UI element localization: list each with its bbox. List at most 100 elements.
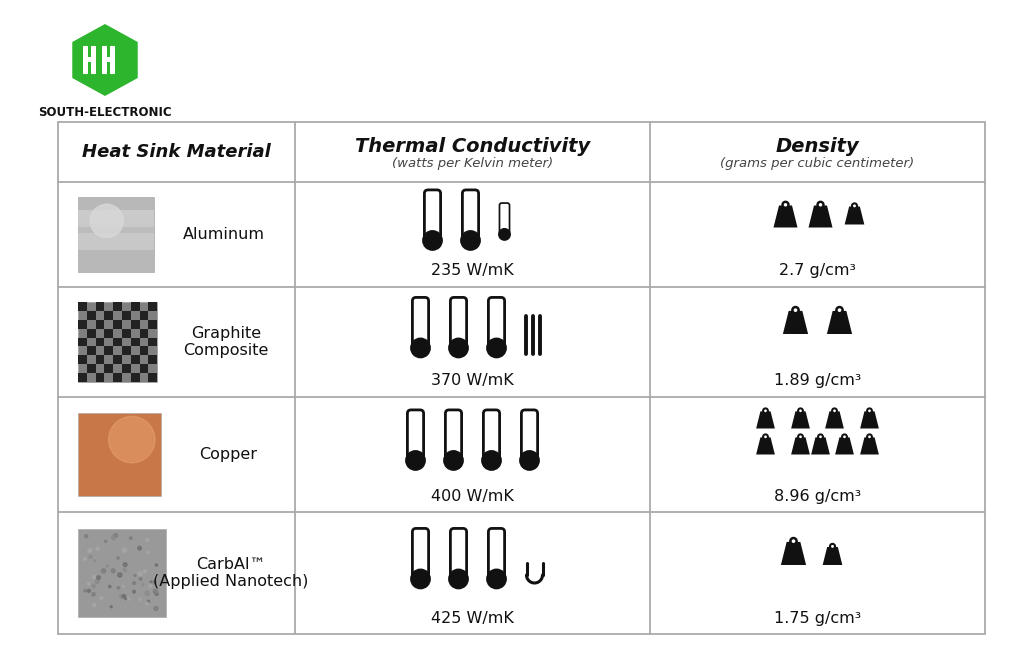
Circle shape: [763, 408, 768, 413]
Circle shape: [151, 581, 152, 582]
Circle shape: [94, 560, 95, 561]
Circle shape: [798, 408, 803, 413]
Polygon shape: [756, 437, 775, 454]
Bar: [487, 453, 496, 460]
Circle shape: [831, 545, 834, 548]
Bar: [87, 311, 95, 320]
Bar: [139, 346, 148, 355]
Bar: [502, 230, 507, 235]
FancyBboxPatch shape: [500, 203, 510, 233]
Text: (grams per cubic centimeter): (grams per cubic centimeter): [721, 158, 914, 171]
Polygon shape: [822, 547, 843, 565]
Circle shape: [111, 606, 113, 608]
Text: 235 W/mK: 235 W/mK: [431, 263, 514, 278]
Circle shape: [146, 602, 148, 604]
Text: 1.75 g/cm³: 1.75 g/cm³: [774, 610, 861, 625]
Bar: [58, 122, 985, 634]
Bar: [102, 46, 106, 74]
FancyBboxPatch shape: [413, 297, 429, 347]
Circle shape: [155, 576, 157, 578]
Circle shape: [123, 563, 127, 567]
Circle shape: [482, 451, 501, 469]
Circle shape: [92, 575, 96, 579]
Circle shape: [85, 535, 88, 538]
Bar: [78, 413, 161, 496]
Circle shape: [139, 598, 141, 600]
Bar: [148, 373, 158, 381]
Bar: [78, 211, 154, 227]
Bar: [148, 320, 158, 329]
Circle shape: [153, 580, 157, 584]
Circle shape: [794, 308, 798, 312]
Circle shape: [87, 589, 90, 593]
Circle shape: [109, 585, 111, 588]
FancyBboxPatch shape: [451, 297, 467, 347]
Bar: [466, 233, 475, 241]
Circle shape: [117, 557, 119, 559]
Circle shape: [450, 339, 468, 357]
Circle shape: [83, 557, 86, 560]
Circle shape: [146, 539, 148, 541]
Circle shape: [154, 589, 157, 593]
Circle shape: [412, 570, 429, 588]
Circle shape: [95, 579, 99, 584]
Bar: [104, 311, 114, 320]
Bar: [110, 46, 115, 74]
Bar: [131, 320, 139, 329]
Polygon shape: [792, 437, 810, 454]
Polygon shape: [781, 542, 806, 565]
Circle shape: [96, 576, 100, 580]
Polygon shape: [845, 207, 864, 224]
Bar: [148, 338, 158, 346]
Text: Graphite
Composite: Graphite Composite: [183, 326, 268, 358]
Circle shape: [842, 434, 847, 439]
FancyBboxPatch shape: [488, 297, 505, 347]
Circle shape: [114, 533, 118, 537]
Bar: [102, 57, 115, 62]
Bar: [131, 338, 139, 346]
Bar: [114, 373, 122, 381]
Circle shape: [93, 604, 96, 607]
Circle shape: [89, 556, 92, 558]
Circle shape: [89, 548, 92, 551]
Circle shape: [154, 606, 158, 610]
FancyBboxPatch shape: [483, 410, 500, 459]
Circle shape: [96, 547, 99, 550]
Bar: [122, 364, 131, 373]
Bar: [416, 572, 425, 579]
Circle shape: [90, 204, 123, 237]
Circle shape: [792, 306, 799, 314]
Circle shape: [499, 229, 510, 240]
Circle shape: [831, 408, 838, 413]
Circle shape: [146, 551, 150, 554]
Circle shape: [866, 408, 872, 413]
Circle shape: [137, 546, 141, 550]
Bar: [83, 46, 88, 74]
Circle shape: [147, 600, 150, 602]
FancyBboxPatch shape: [445, 410, 462, 459]
Bar: [139, 329, 148, 338]
Bar: [83, 57, 96, 62]
Bar: [492, 572, 501, 579]
Circle shape: [868, 436, 870, 438]
Circle shape: [836, 306, 843, 314]
Circle shape: [84, 589, 86, 592]
Bar: [87, 346, 95, 355]
Bar: [91, 46, 96, 74]
Bar: [78, 222, 154, 238]
Circle shape: [133, 590, 135, 593]
Polygon shape: [860, 437, 879, 454]
Circle shape: [843, 436, 846, 438]
Bar: [87, 364, 95, 373]
Circle shape: [819, 436, 822, 438]
Circle shape: [106, 565, 109, 567]
Polygon shape: [827, 311, 852, 334]
Bar: [78, 320, 87, 329]
Text: Density: Density: [775, 136, 859, 155]
Circle shape: [853, 205, 856, 207]
Circle shape: [133, 582, 135, 584]
Circle shape: [88, 550, 90, 553]
Text: 8.96 g/cm³: 8.96 g/cm³: [774, 488, 861, 503]
Circle shape: [818, 434, 823, 439]
Bar: [104, 364, 114, 373]
